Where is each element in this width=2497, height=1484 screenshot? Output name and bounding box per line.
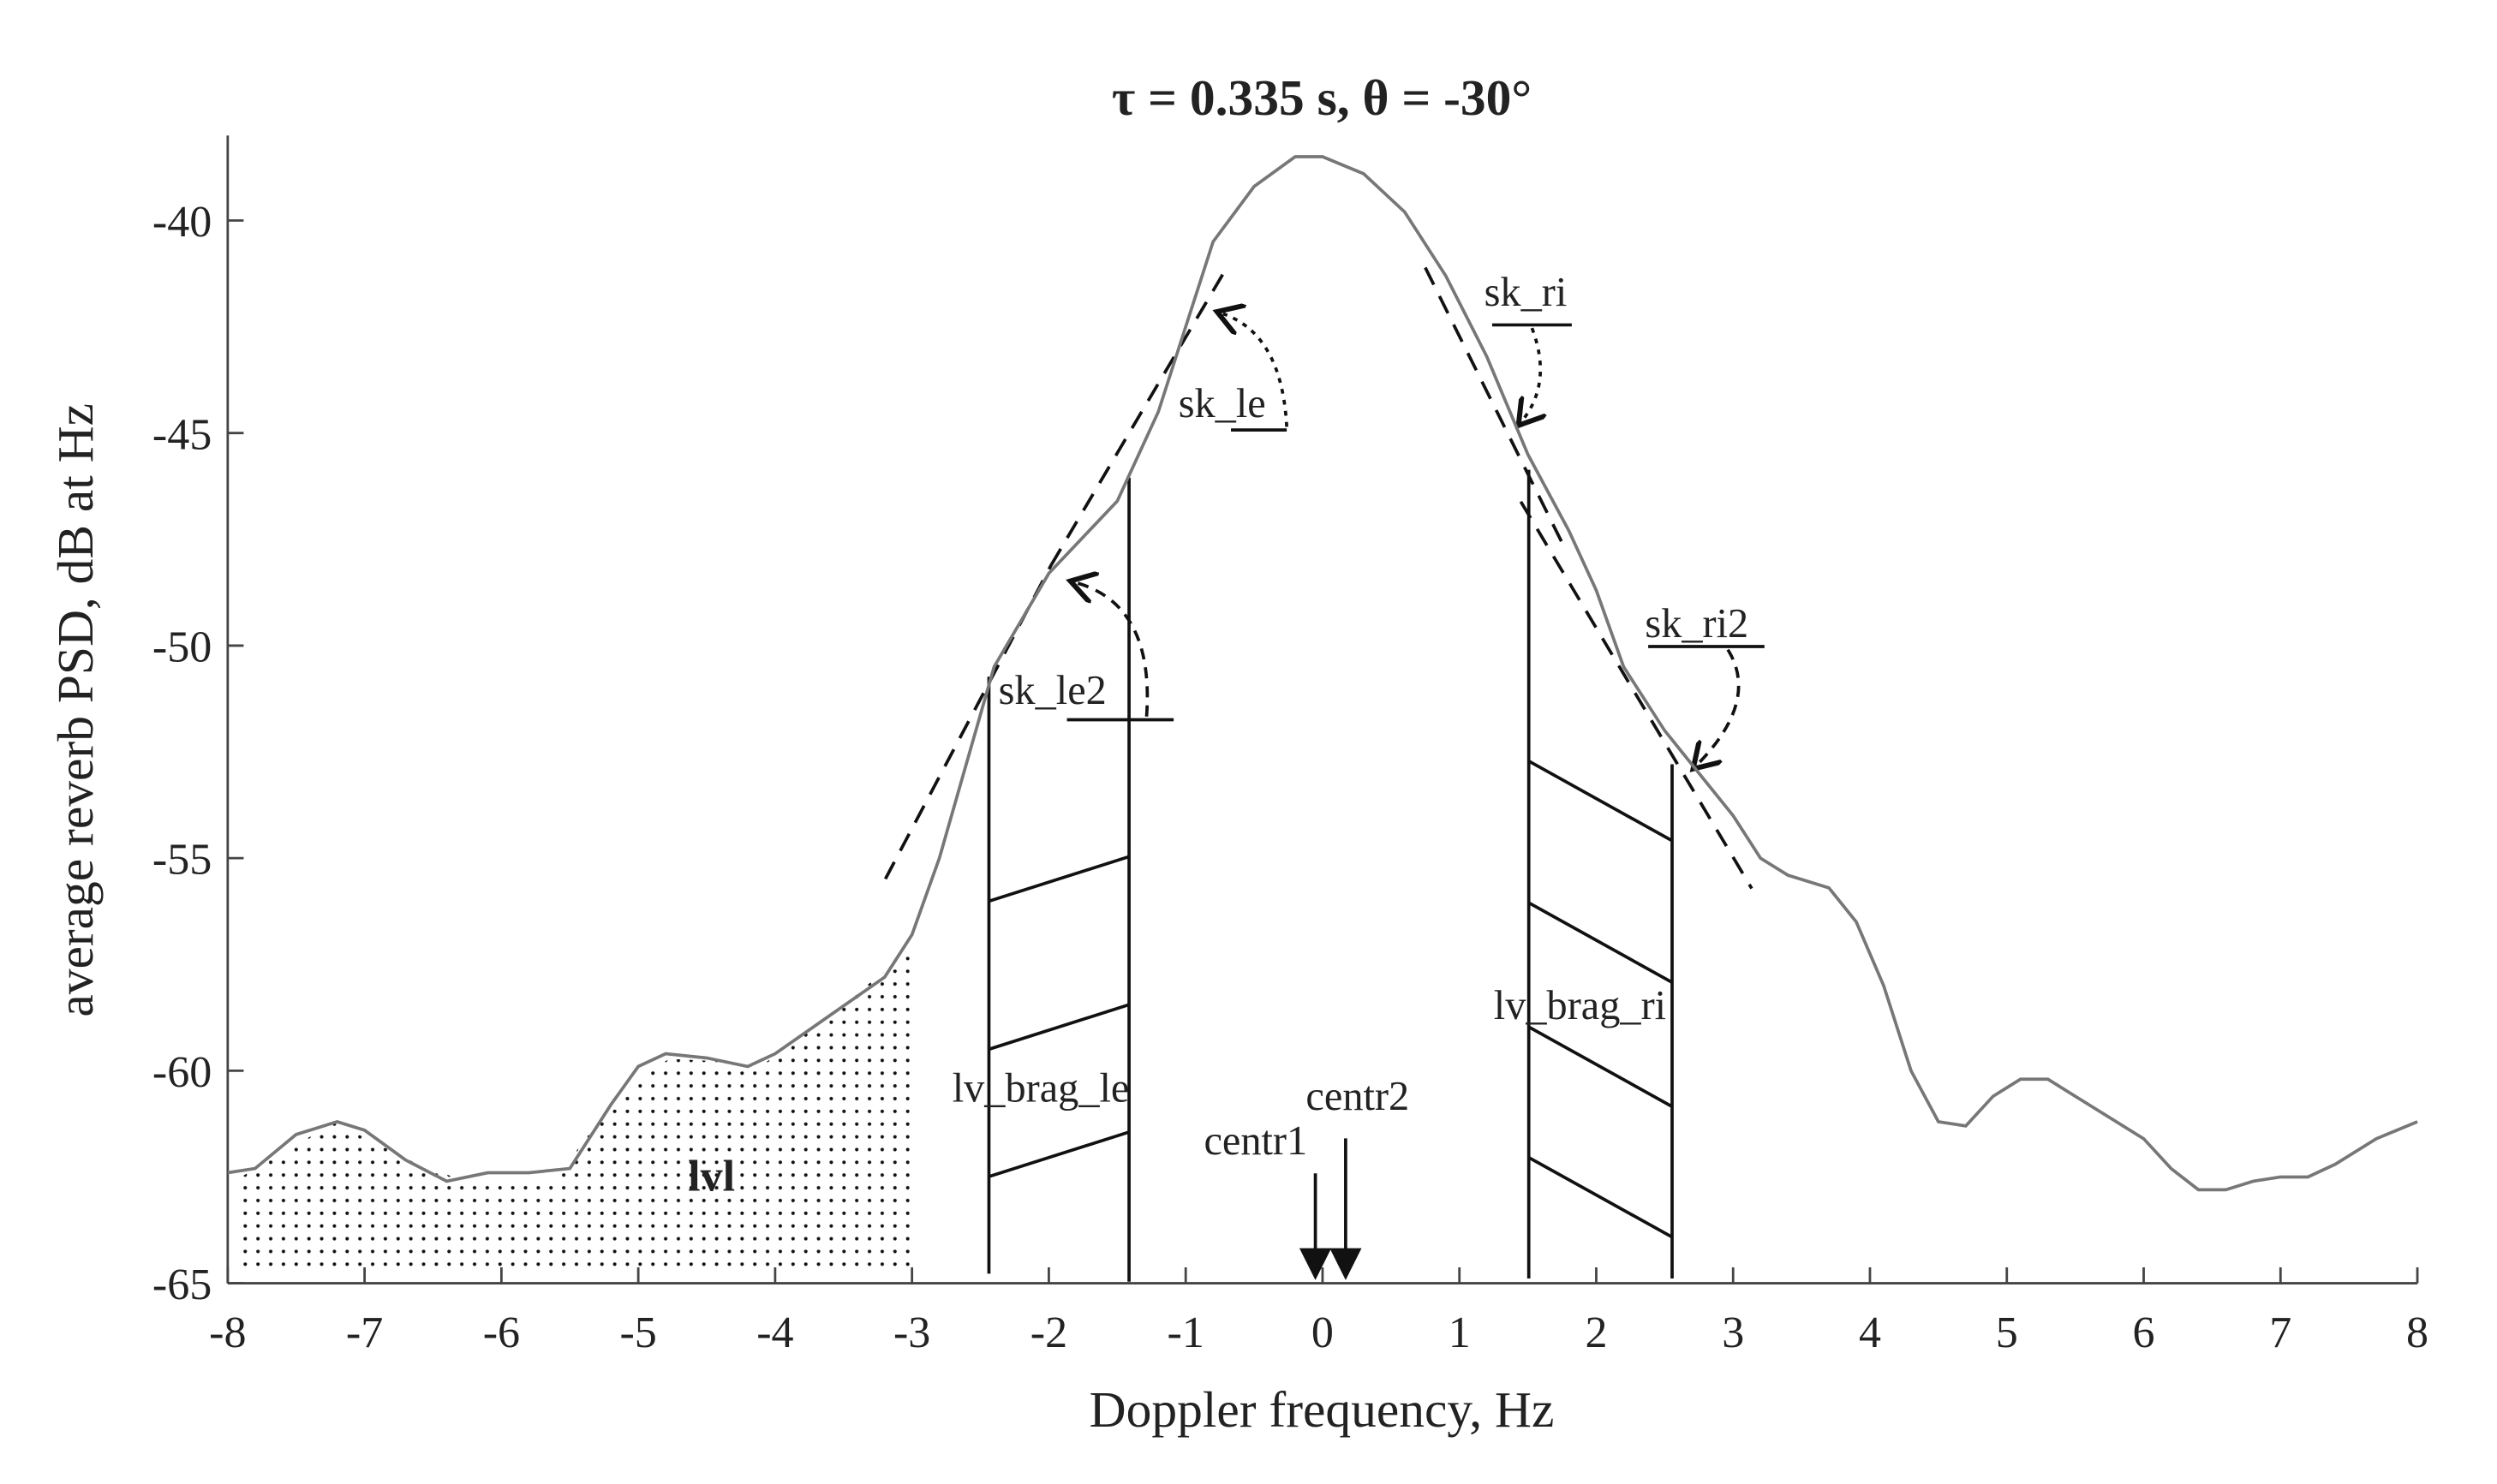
x-tick-label: 2 <box>1585 1308 1607 1357</box>
y-tick-label: -45 <box>152 410 212 459</box>
x-tick-label: -6 <box>483 1308 520 1357</box>
chart-title: τ = 0.335 s, θ = -30° <box>1112 69 1532 126</box>
x-tick-label: 5 <box>1996 1308 2018 1357</box>
annotation: centr2 <box>1305 1074 1409 1119</box>
x-tick-label: -5 <box>619 1308 656 1357</box>
annotation: lv_brag_le <box>953 1066 1130 1112</box>
x-tick-label: 3 <box>1722 1308 1744 1357</box>
annotation: sk_ri <box>1484 270 1568 315</box>
annotation: lvl <box>688 1153 735 1201</box>
x-tick-label: -3 <box>893 1308 930 1357</box>
x-tick-label: -2 <box>1030 1308 1067 1357</box>
x-tick-label: -1 <box>1168 1308 1204 1357</box>
y-tick-label: -50 <box>152 623 212 672</box>
annotation: sk_le <box>1179 381 1266 426</box>
y-tick-label: -65 <box>152 1261 212 1309</box>
y-tick-label: -40 <box>152 198 212 247</box>
x-axis-label: Doppler frequency, Hz <box>1090 1381 1555 1438</box>
x-tick-label: 4 <box>1859 1308 1881 1357</box>
annotation: sk_ri2 <box>1645 601 1748 647</box>
x-tick-label: -7 <box>346 1308 383 1357</box>
x-tick-label: 7 <box>2269 1308 2291 1357</box>
x-tick-label: 8 <box>2406 1308 2428 1357</box>
annotation: lv_brag_ri <box>1494 983 1666 1028</box>
x-tick-label: -8 <box>209 1308 246 1357</box>
annotation: centr1 <box>1204 1118 1307 1164</box>
annotation: sk_le2 <box>999 668 1107 713</box>
y-tick-label: -60 <box>152 1048 212 1097</box>
annotation-shapes <box>883 266 1765 1282</box>
y-axis-label: average reverb PSD, dB at Hz <box>47 403 104 1017</box>
x-tick-label: -4 <box>756 1308 793 1357</box>
y-tick-label: -55 <box>152 836 212 885</box>
x-tick-label: 1 <box>1449 1308 1471 1357</box>
psd-line <box>227 155 2418 1192</box>
lvl-region <box>236 947 916 1274</box>
x-tick-label: 6 <box>2133 1308 2155 1357</box>
x-tick-label: 0 <box>1311 1308 1334 1357</box>
